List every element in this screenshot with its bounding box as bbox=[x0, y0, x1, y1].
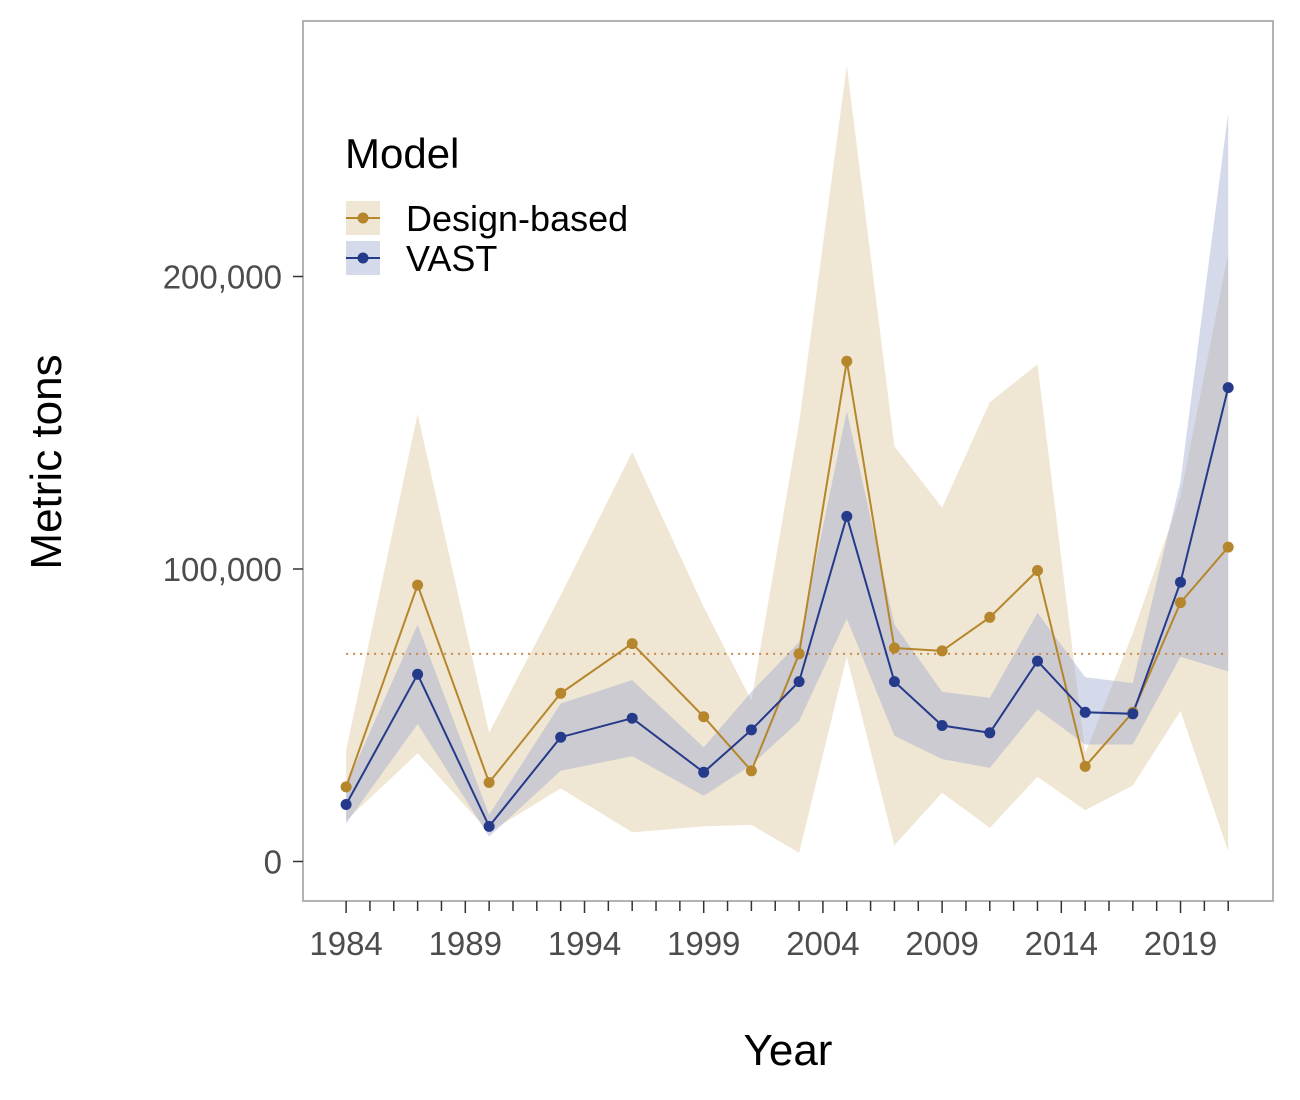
x-tick-label: 2004 bbox=[786, 925, 859, 962]
vast-point bbox=[483, 820, 495, 832]
vast-point bbox=[984, 727, 996, 739]
x-axis: 1984 1989 1994 1999 2004 2009 2014 2019 bbox=[309, 901, 1229, 962]
design-based-point bbox=[626, 638, 638, 650]
vast-point bbox=[793, 676, 805, 688]
vast-point bbox=[1175, 576, 1186, 588]
x-tick-label: 2019 bbox=[1144, 925, 1217, 962]
legend-title: Model bbox=[345, 130, 459, 177]
y-axis-title: Metric tons bbox=[22, 354, 71, 569]
vast-point bbox=[888, 676, 900, 688]
design-based-point bbox=[483, 777, 495, 788]
x-tick-label: 1994 bbox=[548, 925, 621, 962]
vast-point bbox=[555, 731, 567, 743]
design-based-point bbox=[1222, 541, 1234, 553]
points-layer bbox=[340, 355, 1234, 832]
y-axis: 0 100,000 200,000 bbox=[163, 259, 303, 881]
vast-point bbox=[1079, 706, 1091, 718]
vast-confidence-band bbox=[346, 112, 1229, 837]
vast-point bbox=[412, 668, 424, 680]
design-based-point bbox=[745, 765, 757, 777]
design-based-point bbox=[340, 781, 352, 793]
x-tick-label: 1984 bbox=[309, 925, 382, 962]
design-based-point bbox=[984, 611, 996, 623]
vast-point bbox=[936, 720, 948, 731]
design-based-point bbox=[841, 355, 853, 367]
design-based-point bbox=[698, 711, 710, 723]
design-based-point bbox=[888, 642, 900, 654]
x-axis-title: Year bbox=[744, 1026, 833, 1075]
design-based-confidence-band bbox=[346, 65, 1229, 853]
vast-point bbox=[1032, 655, 1043, 667]
plot-panel-border bbox=[302, 20, 1274, 902]
vast-point bbox=[698, 766, 710, 778]
vast-point bbox=[841, 510, 853, 522]
design-based-point bbox=[1032, 565, 1043, 576]
y-tick-label: 100,000 bbox=[163, 551, 282, 588]
vast-point bbox=[1222, 382, 1234, 394]
x-tick-label: 2009 bbox=[905, 925, 978, 962]
design-based-point bbox=[936, 645, 948, 657]
legend-key-vast-point bbox=[357, 252, 369, 264]
legend-label-design-based: Design-based bbox=[406, 198, 628, 239]
design-based-point bbox=[412, 579, 424, 591]
vast-point bbox=[340, 799, 352, 810]
design-based-point bbox=[555, 687, 567, 699]
y-tick-label: 0 bbox=[264, 844, 282, 881]
design-based-point bbox=[1079, 760, 1091, 772]
x-tick-label: 2014 bbox=[1025, 925, 1098, 962]
vast-point bbox=[1127, 708, 1139, 720]
design-based-point bbox=[793, 648, 805, 660]
x-tick-label: 1989 bbox=[429, 925, 502, 962]
design-based-point bbox=[1175, 597, 1186, 609]
y-tick-label: 200,000 bbox=[163, 259, 282, 296]
legend-label-vast: VAST bbox=[406, 238, 497, 279]
bands-layer bbox=[346, 65, 1229, 853]
vast-point bbox=[626, 712, 638, 724]
x-tick-label: 1999 bbox=[667, 925, 740, 962]
vast-point bbox=[745, 724, 757, 736]
legend-key-design-based-point bbox=[357, 212, 369, 224]
